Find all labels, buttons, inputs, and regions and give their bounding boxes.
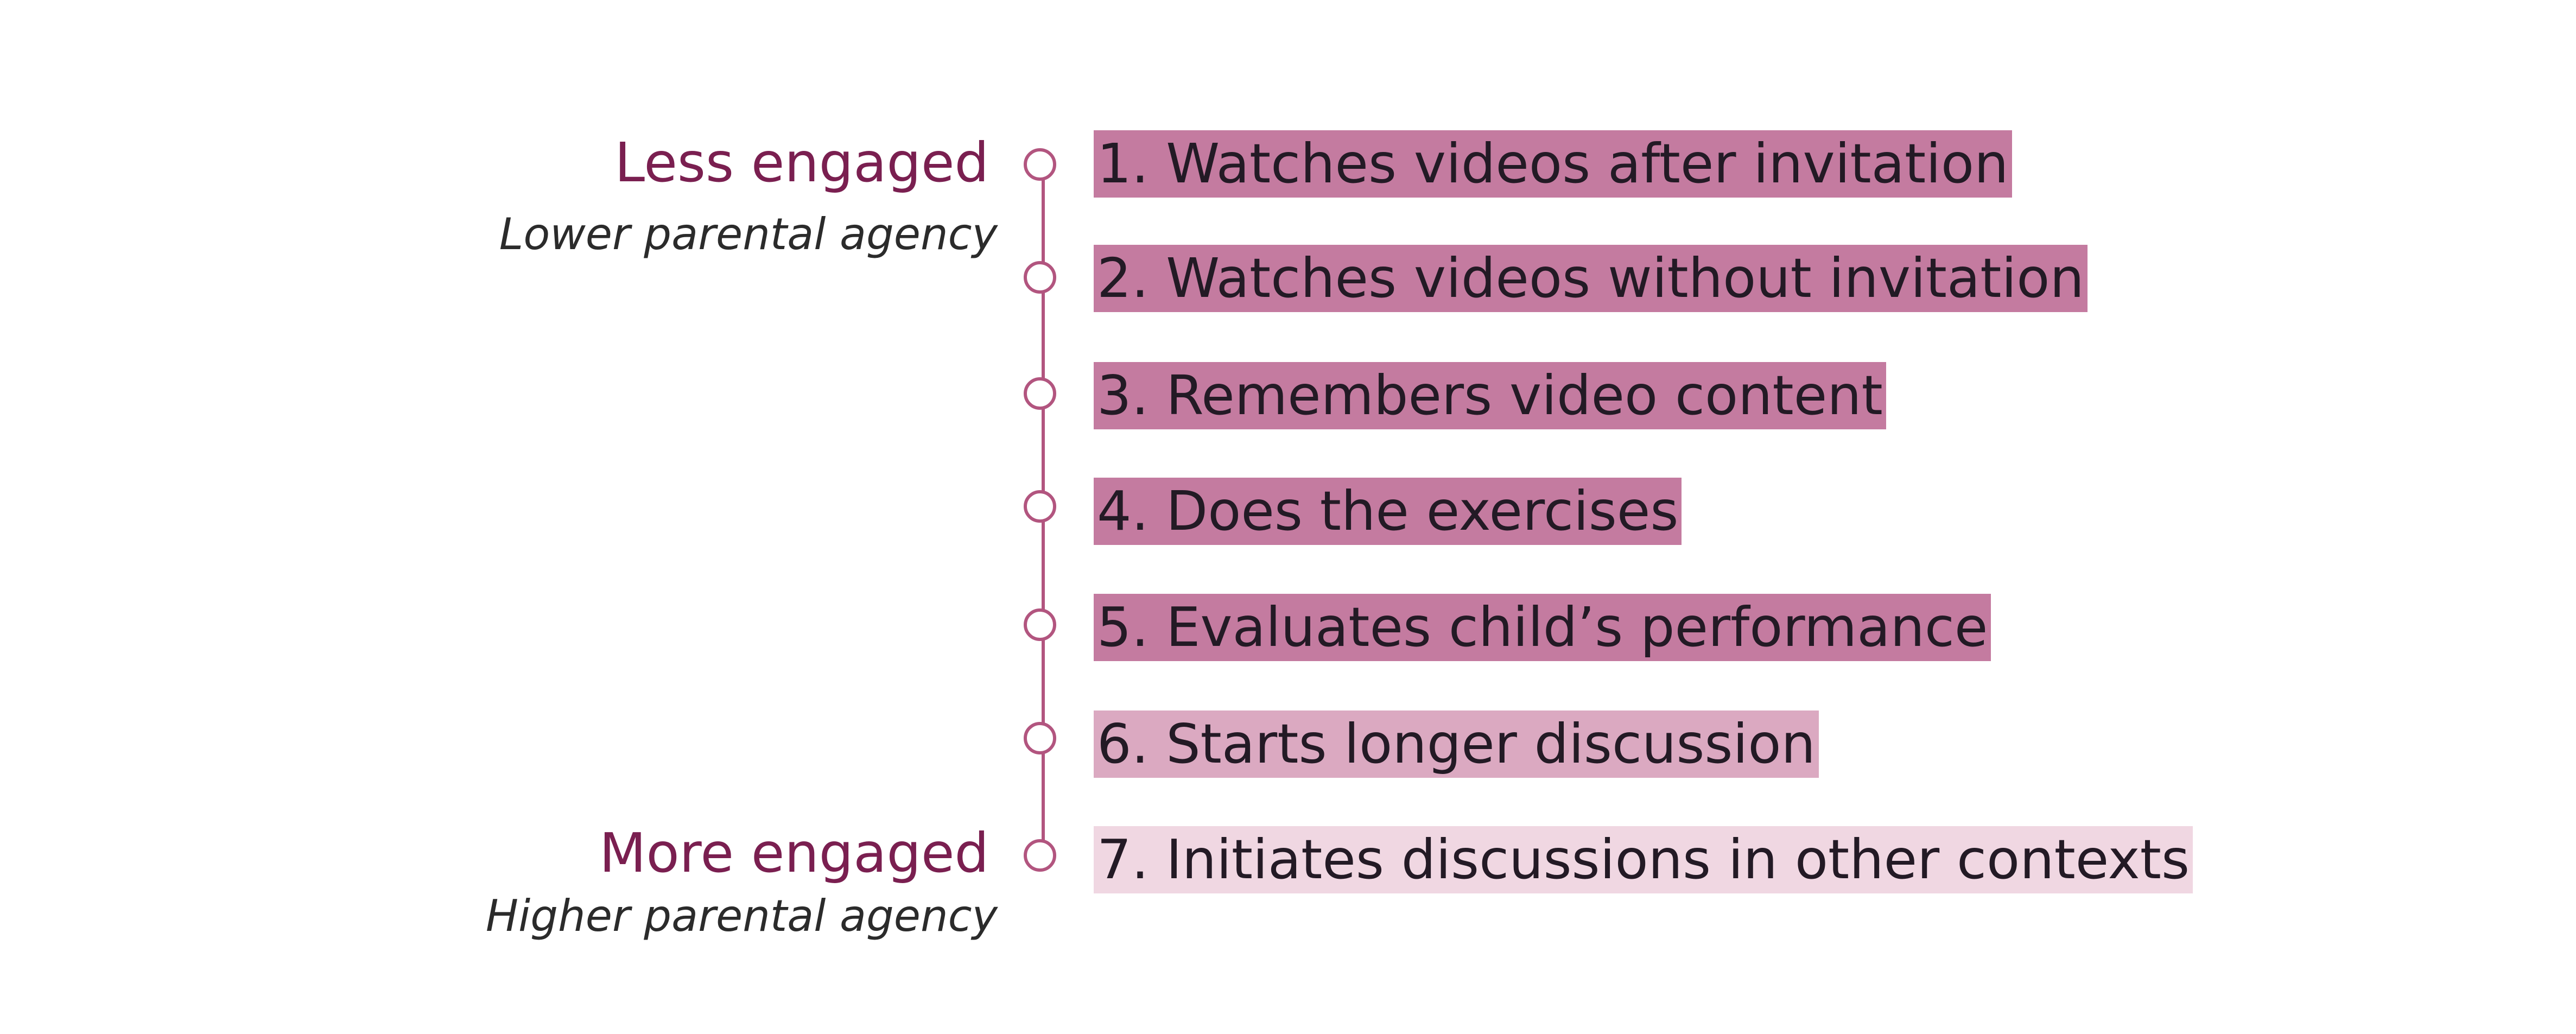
timeline-node bbox=[1024, 839, 1056, 872]
timeline-node bbox=[1024, 261, 1056, 294]
timeline-node bbox=[1024, 490, 1056, 523]
step-7-initiates-discussions: 7. Initiates discussions in other contex… bbox=[1094, 826, 2193, 893]
timeline-node bbox=[1024, 608, 1056, 641]
timeline-node bbox=[1024, 148, 1056, 181]
step-1-watches-after-invitation: 1. Watches videos after invitation bbox=[1094, 130, 2012, 198]
less-engaged-label: Less engaged bbox=[614, 131, 989, 194]
timeline-node bbox=[1024, 377, 1056, 410]
timeline-node bbox=[1024, 722, 1056, 754]
more-engaged-label: More engaged bbox=[599, 821, 989, 885]
lower-parental-agency-label: Lower parental agency bbox=[499, 209, 998, 259]
step-2-watches-without-invitation: 2. Watches videos without invitation bbox=[1094, 245, 2088, 312]
step-5-evaluates-performance: 5. Evaluates child’s performance bbox=[1094, 594, 1991, 661]
step-6-starts-longer-discussion: 6. Starts longer discussion bbox=[1094, 711, 1819, 778]
higher-parental-agency-label: Higher parental agency bbox=[485, 891, 998, 941]
step-3-remembers-content: 3. Remembers video content bbox=[1094, 362, 1886, 429]
step-4-does-exercises: 4. Does the exercises bbox=[1094, 478, 1682, 545]
